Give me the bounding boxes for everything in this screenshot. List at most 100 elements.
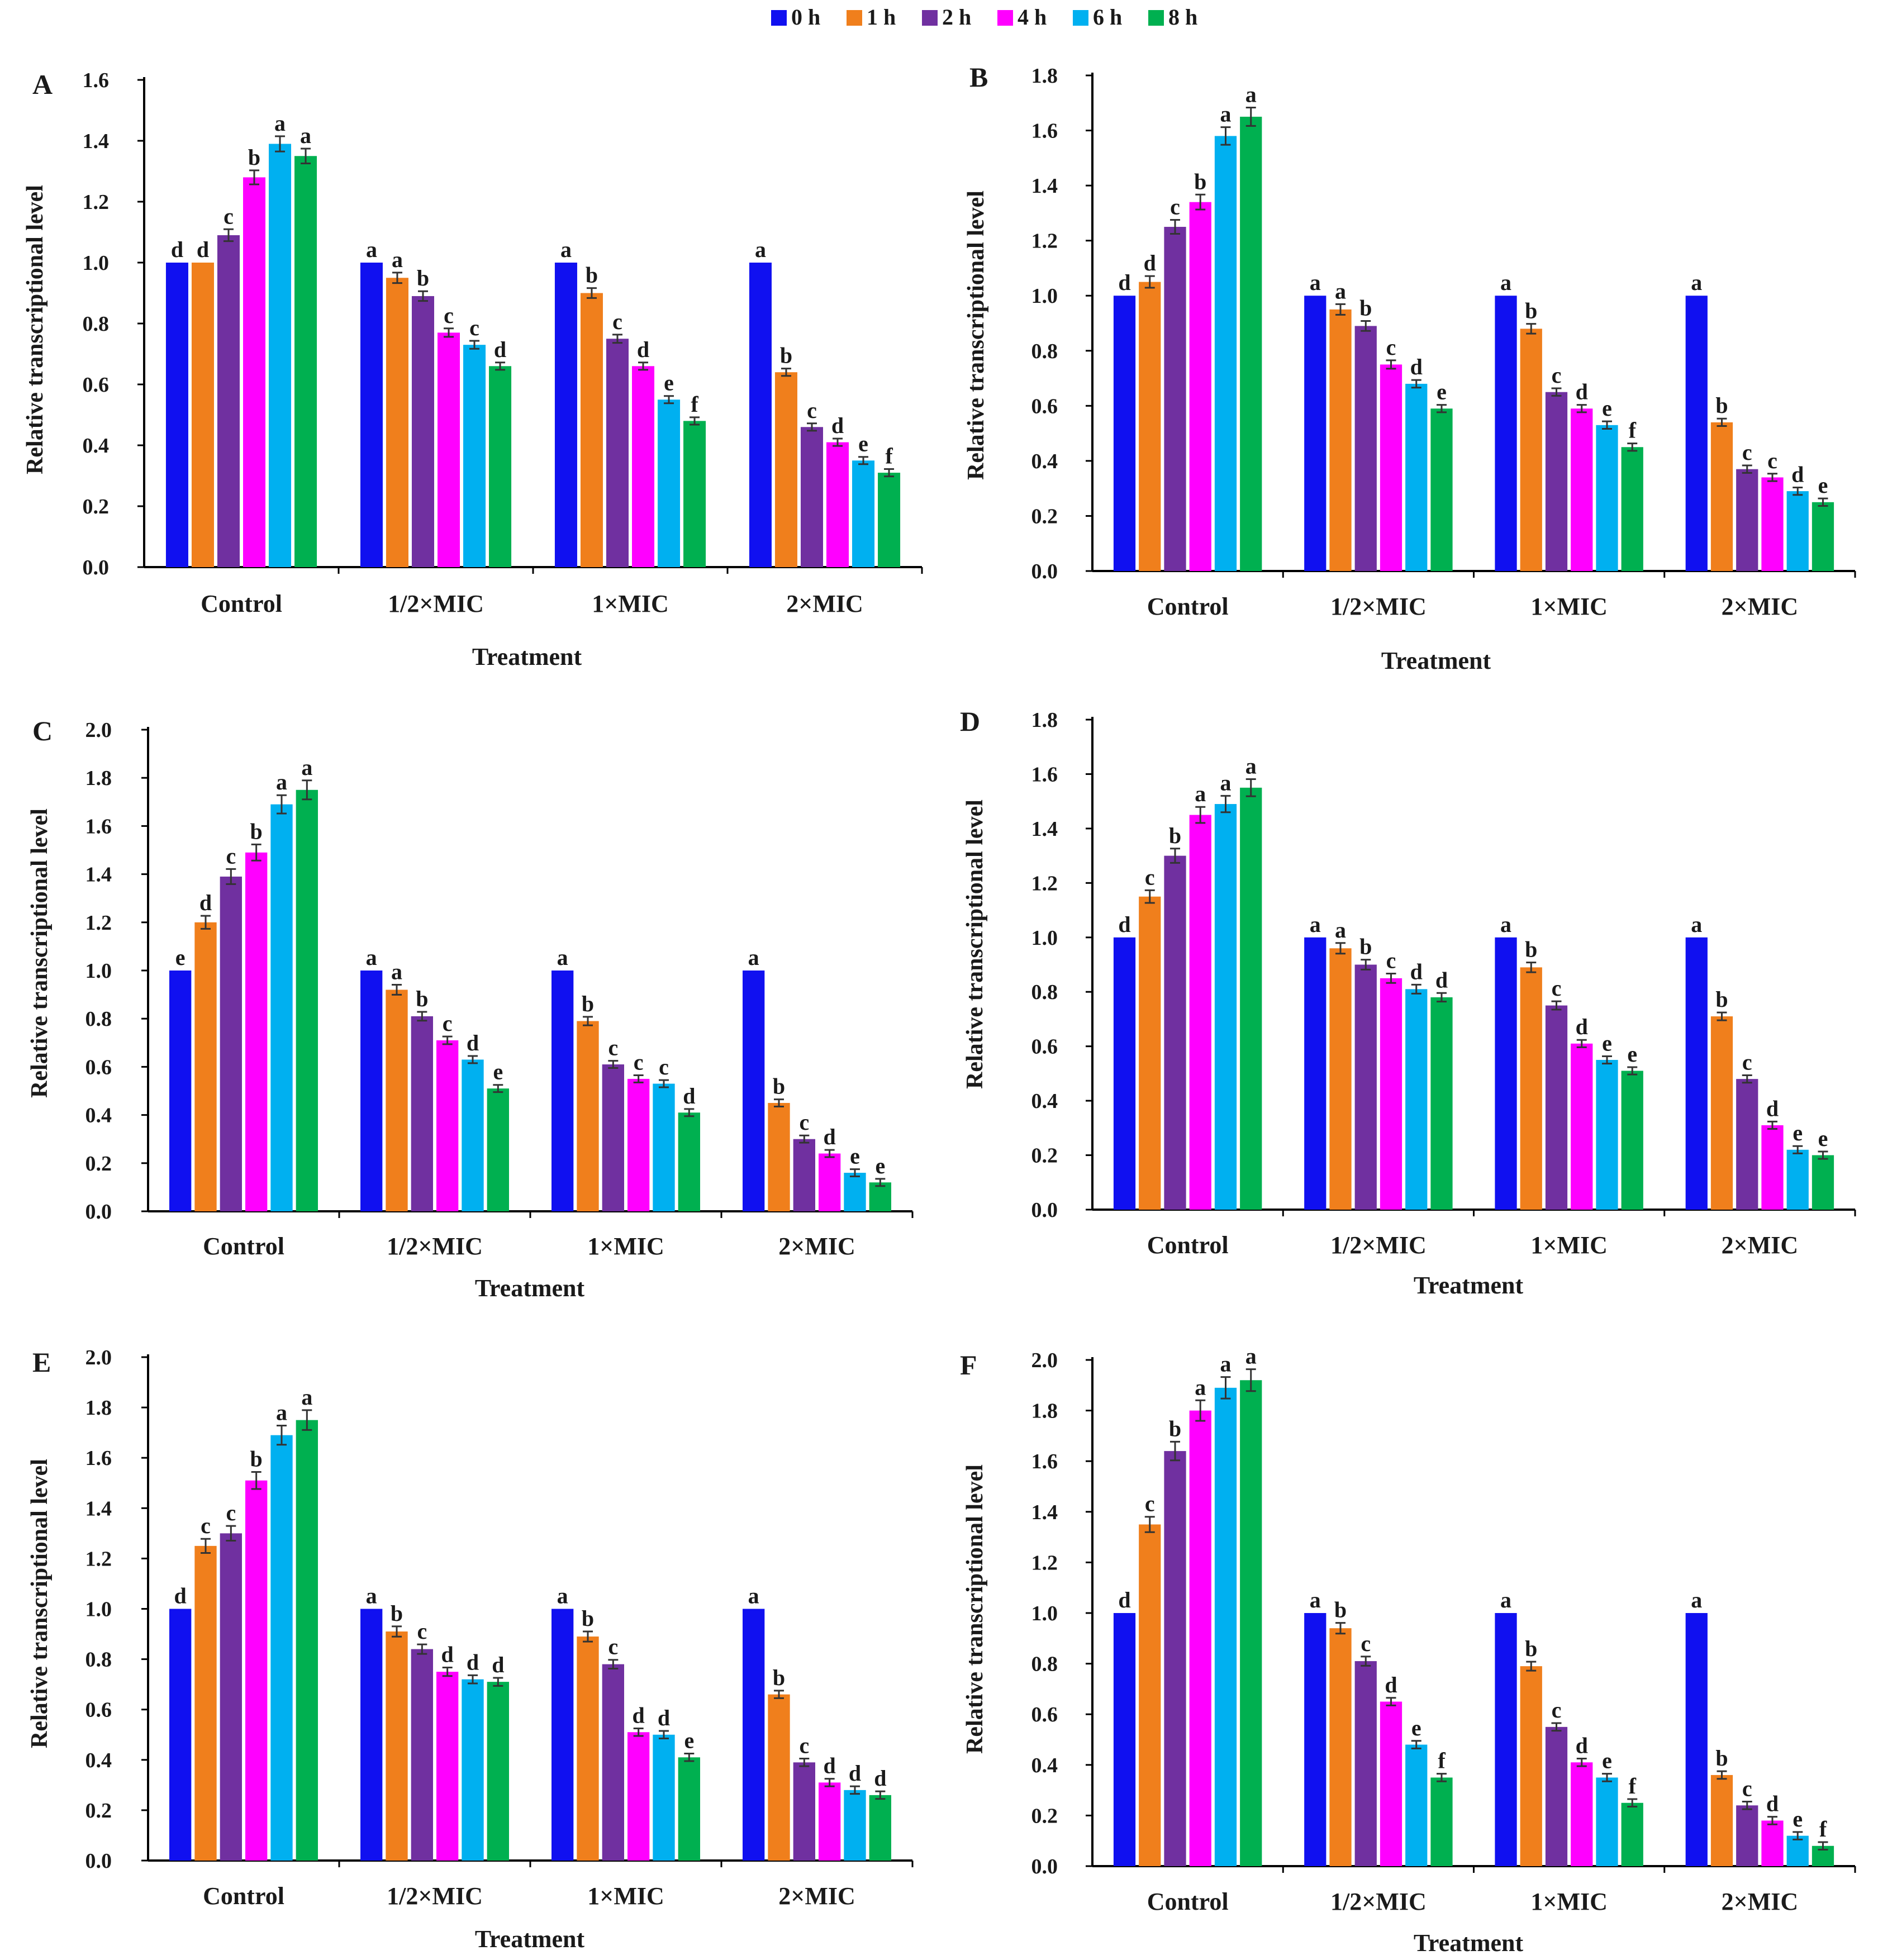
bar-f-2xmic-6-h xyxy=(1786,1835,1809,1866)
significance-letter-a: c xyxy=(469,315,479,340)
panel-a: A Relative transcriptional level 0.0 0.2 0.4… xyxy=(22,69,923,670)
bar-f-2xmic-0-h xyxy=(1685,1613,1708,1866)
bar-b-control-4-h xyxy=(1189,202,1211,572)
significance-letter-c: c xyxy=(659,1054,669,1079)
bar-d-2xmic-2-h xyxy=(1736,1079,1758,1210)
bar-a-2xmic-8-h xyxy=(878,473,901,567)
bar-d-2xmic-6-h xyxy=(1786,1149,1809,1210)
y-tick-label-d: 0.8 xyxy=(1031,981,1058,1004)
bar-c-1xmic-0-h xyxy=(551,971,574,1211)
significance-letter-d: d xyxy=(1435,967,1448,992)
y-tick-label-d: 1.2 xyxy=(1031,872,1058,895)
y-tick-label-a: 0.2 xyxy=(83,495,110,518)
bar-e-1xmic-6-h xyxy=(653,1734,675,1861)
category-label-b-1xmic: 1×MIC xyxy=(1530,593,1608,620)
bar-b-control-6-h xyxy=(1214,136,1237,571)
y-tick-label-b: 1.6 xyxy=(1031,120,1058,143)
category-label-c-1-2xmic: 1/2×MIC xyxy=(387,1233,483,1260)
bar-b-2xmic-2-h xyxy=(1736,469,1758,571)
significance-letter-b: b xyxy=(1525,298,1537,324)
significance-letter-a: e xyxy=(858,431,868,456)
bar-d-1xmic-2-h xyxy=(1545,1005,1568,1210)
significance-letter-e: c xyxy=(608,1634,618,1659)
bar-d-1-2xmic-6-h xyxy=(1405,989,1428,1210)
bar-b-control-1-h xyxy=(1139,282,1161,571)
significance-letter-f: a xyxy=(1691,1587,1702,1612)
y-tick-label-f: 1.0 xyxy=(1031,1602,1058,1625)
bar-a-2xmic-0-h xyxy=(749,263,772,567)
y-axis-label-a: Relative transcriptional level xyxy=(22,185,48,474)
bar-a-1xmic-4-h xyxy=(632,366,655,567)
bar-b-1xmic-8-h xyxy=(1621,447,1643,571)
legend-label-0-h: 0 h xyxy=(791,4,820,30)
bar-b-2xmic-6-h xyxy=(1786,491,1809,571)
significance-letter-b: b xyxy=(1359,296,1372,321)
significance-letter-e: d xyxy=(441,1642,454,1667)
bar-d-control-0-h xyxy=(1113,937,1136,1210)
bar-a-1xmic-1-h xyxy=(580,293,603,567)
significance-letter-a: a xyxy=(274,111,286,136)
bar-e-1-2xmic-8-h xyxy=(487,1682,509,1861)
legend-label-4-h: 4 h xyxy=(1018,4,1047,30)
significance-letter-c: d xyxy=(824,1124,836,1149)
significance-letter-d: c xyxy=(1145,864,1155,889)
bar-f-1xmic-8-h xyxy=(1621,1802,1643,1866)
legend-swatch-1-h xyxy=(847,10,862,26)
bar-f-1xmic-4-h xyxy=(1571,1762,1593,1866)
bar-b-1xmic-1-h xyxy=(1520,329,1542,571)
bar-d-control-8-h xyxy=(1240,787,1262,1210)
y-tick-label-d: 1.6 xyxy=(1031,763,1058,786)
bar-c-2xmic-8-h xyxy=(869,1182,891,1211)
bar-c-1-2xmic-1-h xyxy=(386,989,408,1211)
significance-letter-e: d xyxy=(658,1705,670,1730)
y-tick-label-c: 0.6 xyxy=(85,1055,112,1079)
y-tick-label-c: 0.2 xyxy=(85,1152,112,1176)
bar-d-control-1-h xyxy=(1139,896,1161,1210)
bar-a-1xmic-2-h xyxy=(606,339,629,567)
legend: 0 h 1 h 2 h 4 h 6 h 8 h xyxy=(771,4,1197,30)
significance-letter-c: e xyxy=(175,945,186,970)
significance-letter-f: d xyxy=(1766,1791,1779,1816)
legend-swatch-0-h xyxy=(771,10,787,26)
significance-letter-c: d xyxy=(467,1030,479,1055)
significance-letter-a: f xyxy=(691,392,698,417)
bar-e-control-6-h xyxy=(270,1435,293,1861)
y-tick-label-b: 1.0 xyxy=(1031,284,1058,308)
significance-letter-d: c xyxy=(1742,1050,1752,1075)
significance-letter-d: b xyxy=(1169,823,1181,848)
significance-letter-d: e xyxy=(1818,1126,1828,1151)
legend-label-8-h: 8 h xyxy=(1168,4,1197,30)
category-label-a-control: Control xyxy=(201,590,282,617)
significance-letter-d: e xyxy=(1627,1041,1637,1067)
significance-letter-b: a xyxy=(1245,82,1257,107)
y-tick-label-d: 1.4 xyxy=(1031,817,1058,841)
y-axis-label-b: Relative transcriptional level xyxy=(963,191,989,480)
bar-e-2xmic-1-h xyxy=(768,1694,790,1861)
y-tick-label-e: 0.4 xyxy=(85,1749,112,1772)
y-tick-label-a: 0.8 xyxy=(83,312,110,336)
y-tick-label-c: 1.6 xyxy=(85,815,112,838)
bar-a-2xmic-4-h xyxy=(826,442,849,567)
bar-c-control-0-h xyxy=(169,971,192,1211)
significance-letter-f: d xyxy=(1385,1672,1397,1697)
bar-c-2xmic-0-h xyxy=(743,971,765,1211)
bar-d-2xmic-4-h xyxy=(1761,1125,1784,1210)
y-tick-label-d: 1.8 xyxy=(1031,708,1058,732)
significance-letter-c: a xyxy=(366,945,377,970)
significance-letter-c: a xyxy=(748,945,759,970)
significance-letter-e: d xyxy=(849,1761,861,1786)
bar-d-1xmic-0-h xyxy=(1495,937,1517,1210)
significance-letter-e: a xyxy=(557,1583,568,1609)
panel-letter-f: F xyxy=(960,1349,977,1381)
significance-letter-f: e xyxy=(1793,1806,1803,1831)
bar-e-1xmic-4-h xyxy=(627,1732,650,1861)
significance-letter-b: a xyxy=(1335,278,1346,303)
panel-b: B Relative transcriptional level 0.0 0.2 0.4… xyxy=(963,61,1856,674)
bar-d-1-2xmic-2-h xyxy=(1354,964,1377,1210)
category-label-a-1xmic: 1×MIC xyxy=(592,590,669,617)
y-tick-label-e: 1.0 xyxy=(85,1598,112,1621)
y-tick-label-e: 1.6 xyxy=(85,1447,112,1470)
significance-letter-c: c xyxy=(634,1049,644,1074)
significance-letter-b: a xyxy=(1500,270,1511,295)
significance-letter-b: a xyxy=(1310,270,1321,295)
